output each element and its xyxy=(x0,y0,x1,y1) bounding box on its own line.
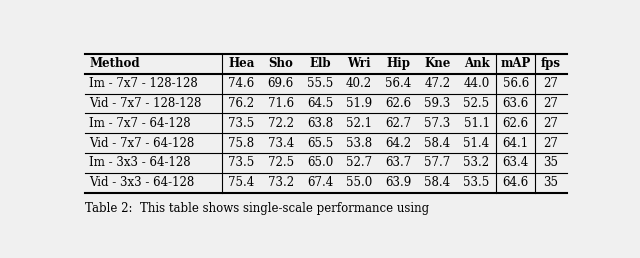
Text: 73.5: 73.5 xyxy=(228,156,255,170)
Text: Ank: Ank xyxy=(463,58,490,70)
Text: 59.3: 59.3 xyxy=(424,97,451,110)
Text: 52.5: 52.5 xyxy=(463,97,490,110)
Text: 64.5: 64.5 xyxy=(307,97,333,110)
Text: Vid - 3x3 - 64-128: Vid - 3x3 - 64-128 xyxy=(90,176,195,189)
Text: 63.9: 63.9 xyxy=(385,176,412,189)
Text: Vid - 7x7 - 64-128: Vid - 7x7 - 64-128 xyxy=(90,137,195,150)
Text: 73.2: 73.2 xyxy=(268,176,294,189)
Text: 53.5: 53.5 xyxy=(463,176,490,189)
Text: 67.4: 67.4 xyxy=(307,176,333,189)
Text: 57.3: 57.3 xyxy=(424,117,451,130)
Text: fps: fps xyxy=(541,58,561,70)
Text: 53.2: 53.2 xyxy=(463,156,490,170)
Text: 62.6: 62.6 xyxy=(502,117,529,130)
Text: 75.8: 75.8 xyxy=(228,137,255,150)
Text: 64.2: 64.2 xyxy=(385,137,412,150)
Text: 51.1: 51.1 xyxy=(463,117,490,130)
Text: 40.2: 40.2 xyxy=(346,77,372,90)
Text: 47.2: 47.2 xyxy=(424,77,451,90)
Text: 27: 27 xyxy=(543,77,559,90)
Text: 35: 35 xyxy=(543,176,559,189)
Text: 52.7: 52.7 xyxy=(346,156,372,170)
Text: 56.4: 56.4 xyxy=(385,77,412,90)
Text: 62.6: 62.6 xyxy=(385,97,412,110)
Text: Table 2:  This table shows single-scale performance using: Table 2: This table shows single-scale p… xyxy=(85,202,429,215)
Text: 64.6: 64.6 xyxy=(502,176,529,189)
Text: 72.2: 72.2 xyxy=(268,117,294,130)
Text: Wri: Wri xyxy=(348,58,371,70)
Text: Hea: Hea xyxy=(228,58,255,70)
Text: 63.7: 63.7 xyxy=(385,156,412,170)
Text: Elb: Elb xyxy=(309,58,331,70)
Text: 69.6: 69.6 xyxy=(268,77,294,90)
Text: 51.4: 51.4 xyxy=(463,137,490,150)
Text: 55.5: 55.5 xyxy=(307,77,333,90)
Text: 27: 27 xyxy=(543,117,559,130)
Text: 62.7: 62.7 xyxy=(385,117,412,130)
Text: 56.6: 56.6 xyxy=(502,77,529,90)
Text: Hip: Hip xyxy=(386,58,410,70)
Text: 74.6: 74.6 xyxy=(228,77,255,90)
Text: 63.8: 63.8 xyxy=(307,117,333,130)
Text: 65.5: 65.5 xyxy=(307,137,333,150)
Text: 58.4: 58.4 xyxy=(424,176,451,189)
Text: 27: 27 xyxy=(543,137,559,150)
Text: Im - 7x7 - 128-128: Im - 7x7 - 128-128 xyxy=(90,77,198,90)
Text: 71.6: 71.6 xyxy=(268,97,294,110)
Text: Im - 3x3 - 64-128: Im - 3x3 - 64-128 xyxy=(90,156,191,170)
Text: 51.9: 51.9 xyxy=(346,97,372,110)
Text: Im - 7x7 - 64-128: Im - 7x7 - 64-128 xyxy=(90,117,191,130)
Text: Vid - 7x7 - 128-128: Vid - 7x7 - 128-128 xyxy=(90,97,202,110)
Text: 63.4: 63.4 xyxy=(502,156,529,170)
Text: 55.0: 55.0 xyxy=(346,176,372,189)
Text: 76.2: 76.2 xyxy=(228,97,255,110)
Text: Kne: Kne xyxy=(424,58,451,70)
Text: Method: Method xyxy=(90,58,140,70)
Text: mAP: mAP xyxy=(500,58,531,70)
Text: 44.0: 44.0 xyxy=(463,77,490,90)
Text: 57.7: 57.7 xyxy=(424,156,451,170)
Text: 63.6: 63.6 xyxy=(502,97,529,110)
Text: 73.5: 73.5 xyxy=(228,117,255,130)
Text: 53.8: 53.8 xyxy=(346,137,372,150)
Text: 64.1: 64.1 xyxy=(502,137,529,150)
Text: 52.1: 52.1 xyxy=(346,117,372,130)
Text: 73.4: 73.4 xyxy=(268,137,294,150)
Text: 65.0: 65.0 xyxy=(307,156,333,170)
Text: 58.4: 58.4 xyxy=(424,137,451,150)
Text: Sho: Sho xyxy=(268,58,293,70)
Text: 75.4: 75.4 xyxy=(228,176,255,189)
Text: 27: 27 xyxy=(543,97,559,110)
Text: 72.5: 72.5 xyxy=(268,156,294,170)
Text: 35: 35 xyxy=(543,156,559,170)
